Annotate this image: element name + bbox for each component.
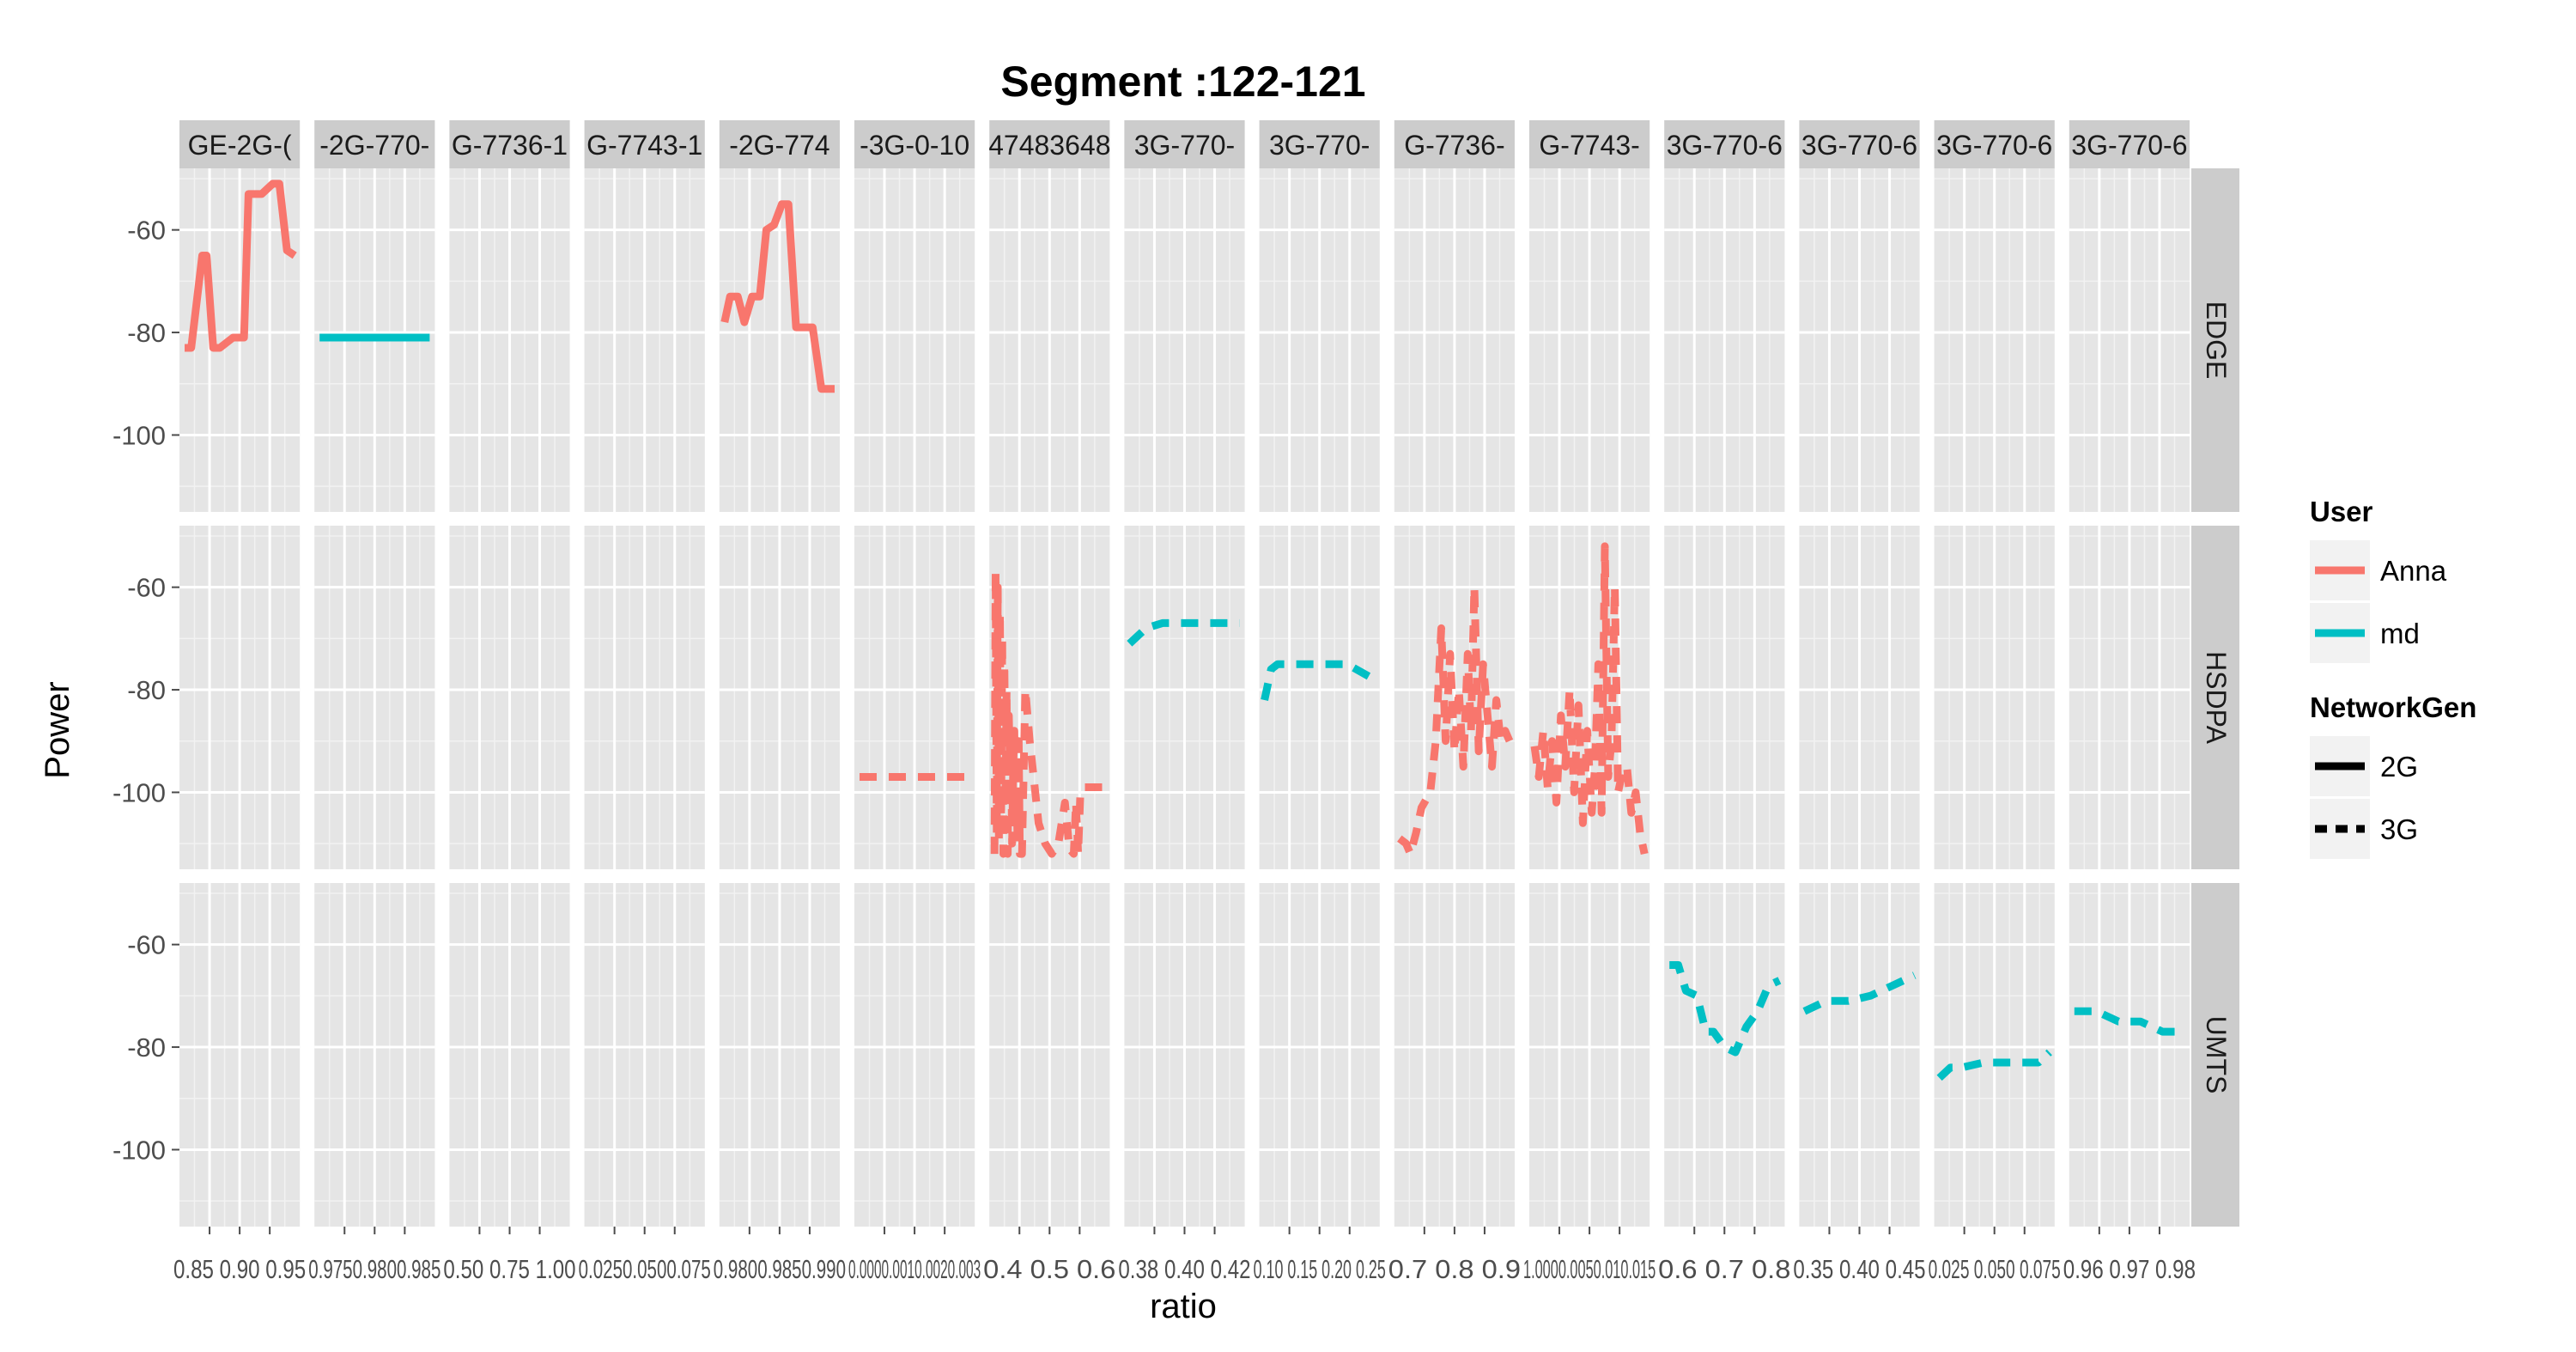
x-axis-title: ratio <box>1150 1288 1217 1325</box>
facet-strip-bg <box>314 120 435 168</box>
series-line-md-3g <box>2074 1007 2184 1036</box>
facet-strip-bg <box>449 120 570 168</box>
series-line-anna-2g <box>720 200 835 393</box>
facet-strip-label: G-7736-1 <box>452 130 568 161</box>
x-tick-label: 0.025 0.050 0.075 <box>1929 1254 2061 1284</box>
x-tick-label: 0.4 0.5 0.6 <box>983 1254 1115 1284</box>
x-tick-label: 0.35 0.40 0.45 <box>1793 1254 1925 1284</box>
row-strip-bg <box>2191 168 2239 512</box>
series-line-anna-3g <box>1397 583 1514 858</box>
chart-title: Segment :122-121 <box>1000 58 1365 106</box>
facet-strip-bg <box>1529 120 1650 168</box>
facet-strip-label: 3G-770-6 <box>1801 130 1917 161</box>
y-tick-label: -100 <box>112 420 166 450</box>
series-line-anna-3g <box>990 568 1105 858</box>
y-tick-label: -60 <box>127 930 166 960</box>
facet-strip-label: G-7743- <box>1539 130 1639 161</box>
x-tick-label: 0.0000.0010.0020.003 <box>848 1254 981 1284</box>
y-tick-label: -100 <box>112 777 166 807</box>
series-line-md-3g <box>1669 961 1782 1057</box>
series-line-anna-3g <box>1530 542 1649 856</box>
row-strip-label: HSDPA <box>2201 651 2232 745</box>
series-line-md-3g <box>1127 618 1240 647</box>
x-tick-label: 0.9750.9800.985 <box>308 1254 440 1284</box>
facet-strip-label: 3G-770- <box>1134 130 1235 161</box>
facet-strip-bg <box>1664 120 1785 168</box>
y-tick-label: -80 <box>127 1032 166 1063</box>
series-line-md-3g <box>1802 971 1917 1015</box>
y-tick-label: -80 <box>127 318 166 348</box>
x-tick-label: 1.0000.0050.010.015 <box>1523 1254 1656 1284</box>
facet-strip-bg <box>1799 120 1920 168</box>
legend-title: User <box>2310 496 2373 527</box>
legend-label: Anna <box>2380 555 2447 587</box>
x-tick-label: 0.7 0.8 0.9 <box>1388 1254 1521 1284</box>
facet-strip-bg <box>179 120 301 168</box>
x-tick-label: 0.6 0.7 0.8 <box>1658 1254 1790 1284</box>
legend-title: NetworkGen <box>2310 691 2476 723</box>
facet-strip-label: 47483648 <box>988 130 1110 161</box>
legend-label: 3G <box>2380 813 2418 845</box>
facet-strip-label: -2G-770- <box>319 130 429 161</box>
facet-strip-label: -3G-0-10 <box>860 130 969 161</box>
facet-strip-label: -2G-774 <box>729 130 829 161</box>
series-line-md-3g <box>1261 660 1376 701</box>
row-strip-label: EDGE <box>2201 301 2232 380</box>
series-line-md-3g <box>1936 1049 2052 1081</box>
x-tick-label: 0.50 0.75 1.00 <box>443 1254 575 1284</box>
facet-strip-bg <box>2069 120 2190 168</box>
facet-strip-label: 3G-770- <box>1269 130 1370 161</box>
y-tick-label: -60 <box>127 573 166 603</box>
panel-grid: GE-2G-( 0.85 0.90 0.95 -2G-770- 0.9750.9800… <box>112 120 2239 1284</box>
facet-strip-label: 3G-770-6 <box>1936 130 2052 161</box>
facet-strip-label: 3G-770-6 <box>1667 130 1783 161</box>
facet-strip-bg <box>1394 120 1515 168</box>
facet-strip-label: G-7736- <box>1404 130 1504 161</box>
x-tick-label: 0.85 0.90 0.95 <box>173 1254 306 1284</box>
x-tick-label: 0.96 0.97 0.98 <box>2063 1254 2196 1284</box>
x-tick-label: 0.10 0.15 0.20 0.25 <box>1254 1254 1386 1284</box>
row-strip-bg <box>2191 526 2239 869</box>
facet-strip-label: 3G-770-6 <box>2071 130 2187 161</box>
x-tick-label: 0.9800.9850.990 <box>714 1254 846 1284</box>
y-tick-label: -100 <box>112 1135 166 1165</box>
facet-strip-bg <box>989 120 1110 168</box>
facet-strip-bg <box>584 120 705 168</box>
legend-label: 2G <box>2380 751 2418 783</box>
series-line-anna-2g <box>185 180 297 352</box>
y-tick-label: -80 <box>127 675 166 705</box>
facet-strip-bg <box>1259 120 1380 168</box>
facet-strip-label: GE-2G-( <box>188 130 292 161</box>
y-tick-label: -60 <box>127 216 166 246</box>
facet-strip-bg <box>719 120 840 168</box>
x-tick-label: 0.0250.0500.075 <box>579 1254 711 1284</box>
facet-strip-label: G-7743-1 <box>586 130 702 161</box>
legend-label: md <box>2380 618 2420 649</box>
row-strip-bg <box>2191 883 2239 1227</box>
facet-strip-bg <box>1124 120 1245 168</box>
facet-strip-bg <box>1934 120 2055 168</box>
facet-strip-bg <box>854 120 975 168</box>
x-tick-label: 0.38 0.40 0.42 <box>1118 1254 1250 1284</box>
y-axis-title: Power <box>39 681 76 778</box>
row-strip-label: UMTS <box>2201 1016 2232 1094</box>
